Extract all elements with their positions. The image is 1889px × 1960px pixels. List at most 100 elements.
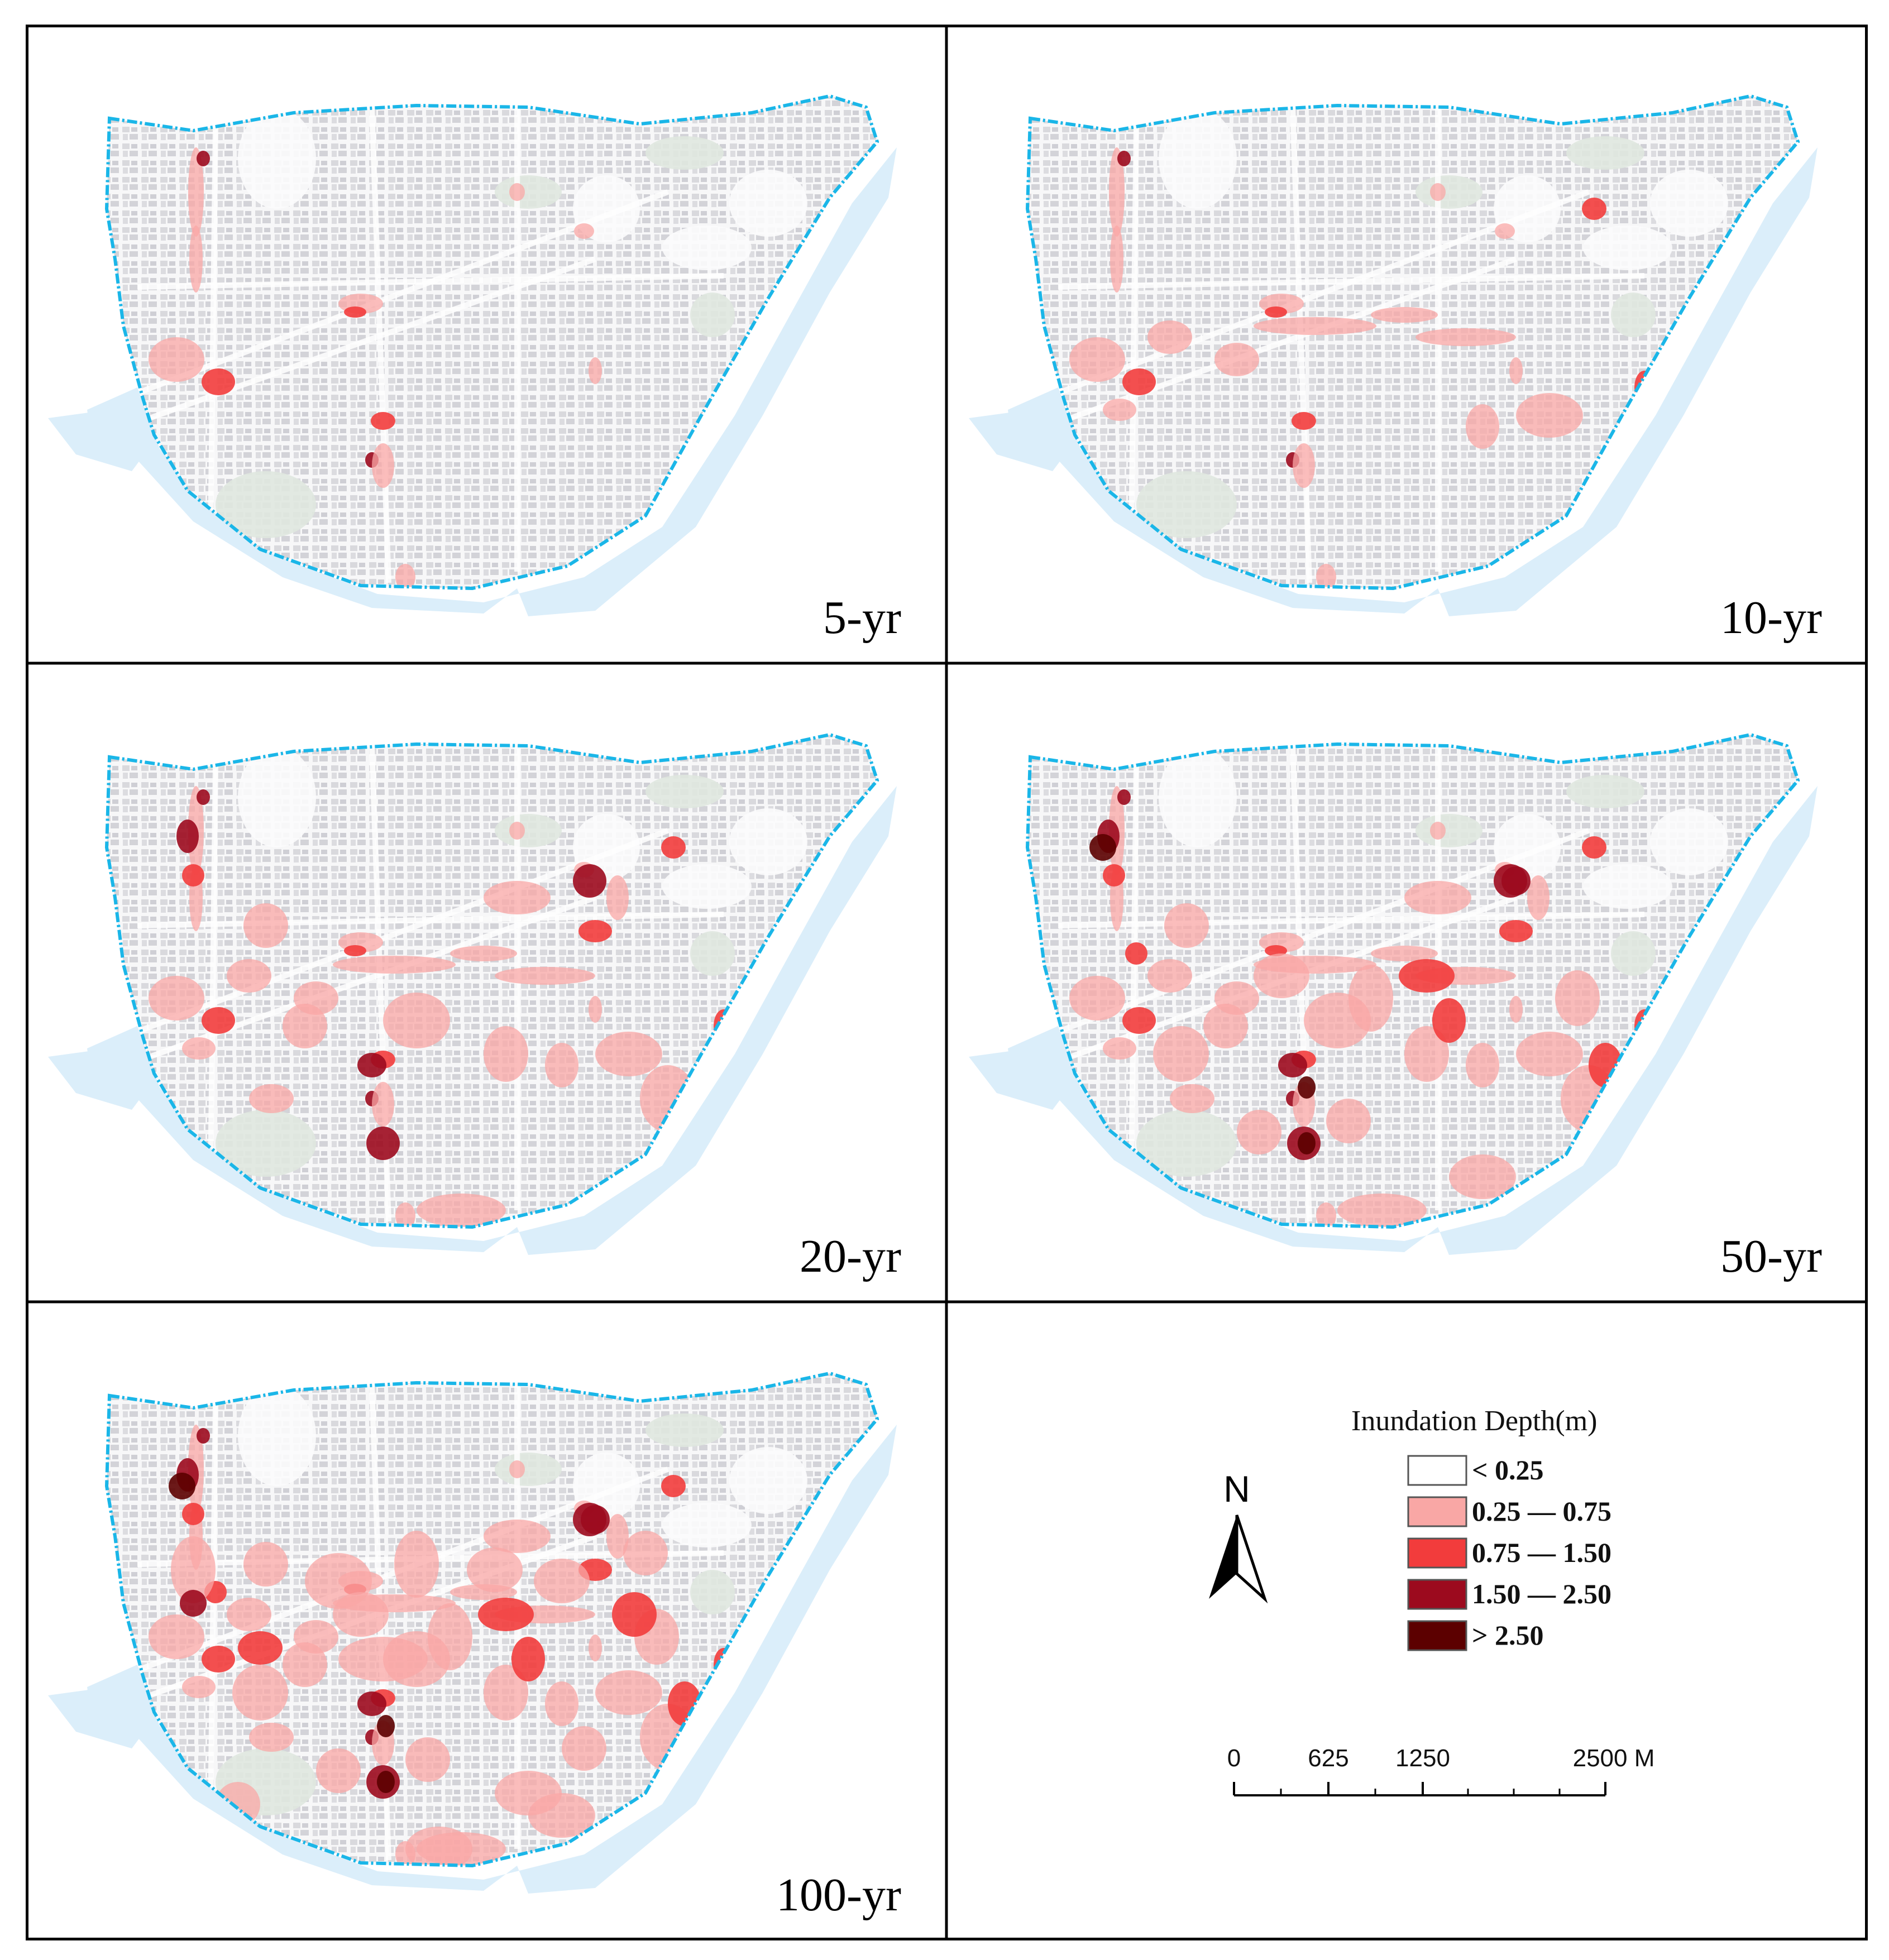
north-arrow: N	[1209, 1468, 1268, 1604]
park-area	[645, 1413, 724, 1447]
flood-zone	[180, 1590, 207, 1617]
legend-item-3: 1.50 — 2.50	[1407, 1578, 1611, 1610]
flood-zone	[1298, 1132, 1316, 1154]
flood-zone	[1371, 307, 1438, 323]
flood-zone	[197, 789, 210, 805]
flood-zone	[1466, 1043, 1499, 1087]
legend-swatch	[1407, 1579, 1467, 1610]
park-area	[1611, 931, 1656, 976]
park-area	[690, 1570, 735, 1614]
flood-zone	[595, 1670, 662, 1715]
north-arrow-label: N	[1223, 1468, 1250, 1509]
flood-zone	[1316, 1202, 1336, 1227]
north-arrow-left-icon	[1209, 1515, 1237, 1599]
flood-zone	[1509, 357, 1523, 384]
flood-zone	[1164, 903, 1209, 948]
flood-zone	[197, 1428, 210, 1444]
flood-zone	[169, 1473, 195, 1499]
flood-zone	[1147, 320, 1192, 354]
road	[1128, 124, 1139, 583]
flood-zone	[383, 993, 450, 1048]
legend: Inundation Depth(m) < 0.25 0.25 — 0.75 0.7…	[1351, 1405, 1611, 1651]
park-area	[690, 293, 735, 337]
road	[1128, 763, 1139, 1222]
flood-zone	[484, 881, 551, 914]
flood-zone	[606, 1514, 629, 1559]
flood-zone	[661, 836, 686, 859]
flood-zone	[623, 1531, 668, 1575]
legend-swatch	[1407, 1537, 1467, 1569]
scale-tick-label-1: 625	[1308, 1745, 1348, 1772]
flood-zone	[371, 412, 395, 430]
park-area	[645, 775, 724, 808]
park-area	[1611, 293, 1656, 337]
flood-zone	[283, 1642, 327, 1687]
flood-zone	[1103, 399, 1136, 421]
open-area	[238, 108, 316, 209]
flood-zone	[1254, 317, 1376, 335]
flood-zone	[545, 1681, 578, 1726]
flood-zone	[545, 1043, 578, 1087]
scale-bar: 0 625 1250 2500 M	[1227, 1745, 1655, 1796]
flood-zone	[227, 1598, 271, 1631]
flood-zone	[606, 875, 629, 920]
road	[207, 1402, 218, 1861]
flood-zone	[1460, 736, 1471, 747]
park-area	[1566, 136, 1644, 170]
flood-zone	[405, 1737, 450, 1782]
park-area	[1415, 814, 1482, 847]
open-area	[729, 808, 807, 875]
map-panel-5-yr: 5-yr	[48, 86, 901, 644]
flood-zone	[1254, 953, 1309, 998]
flood-zone	[1298, 1076, 1316, 1099]
open-area	[1650, 808, 1728, 875]
flood-zone	[1122, 1007, 1156, 1034]
scale-tick-label-2: 1250	[1395, 1745, 1450, 1772]
flood-zone	[1125, 942, 1147, 965]
flood-zone	[1122, 368, 1156, 395]
map-grid-svg: 5-yr 10-yr 20-yr 50-yr 100-yr N Inundation D…	[26, 25, 1868, 1940]
flood-zone	[149, 1614, 204, 1659]
park-area	[216, 471, 316, 538]
flood-zone	[377, 1715, 395, 1737]
flood-zone	[1117, 789, 1131, 805]
flood-zone	[484, 1026, 528, 1082]
city-details	[125, 96, 807, 588]
flood-zone	[1265, 306, 1287, 318]
flood-zone	[1432, 998, 1466, 1043]
legend-item-1: 0.25 — 0.75	[1407, 1496, 1611, 1527]
flood-zone	[428, 1603, 472, 1670]
flood-zone	[357, 1053, 386, 1077]
flood-zone	[1326, 1099, 1371, 1143]
panel-label: 100-yr	[776, 1869, 901, 1921]
flood-zone	[357, 1691, 386, 1716]
scale-tick-label-3: 2500 M	[1573, 1745, 1655, 1772]
flood-zone	[478, 1598, 534, 1631]
city-details	[1046, 735, 1728, 1227]
flood-zone	[539, 736, 551, 747]
flood-zone	[344, 306, 366, 318]
flood-zone	[562, 1726, 606, 1771]
park-area	[495, 814, 562, 847]
flood-zone	[640, 1065, 696, 1132]
flood-zone	[394, 1531, 439, 1598]
flood-zone	[578, 920, 612, 942]
flood-zone	[589, 357, 602, 384]
park-area	[690, 931, 735, 976]
open-area	[662, 1503, 752, 1547]
flood-zone	[182, 1503, 204, 1525]
flood-zone	[417, 1194, 506, 1227]
legend-item-4: > 2.50	[1407, 1619, 1544, 1651]
map-panel-100-yr: 100-yr	[48, 1363, 901, 1921]
flood-zone	[534, 1559, 590, 1603]
flood-zone	[1404, 1026, 1449, 1082]
flood-zone	[1466, 404, 1499, 449]
flood-zone	[149, 976, 204, 1020]
flood-zone	[372, 443, 394, 488]
road	[1290, 108, 1312, 583]
flood-zone	[238, 1631, 283, 1665]
flood-zone	[1582, 836, 1606, 859]
flood-zone	[484, 1665, 528, 1721]
road	[207, 763, 218, 1222]
open-area	[729, 170, 807, 237]
